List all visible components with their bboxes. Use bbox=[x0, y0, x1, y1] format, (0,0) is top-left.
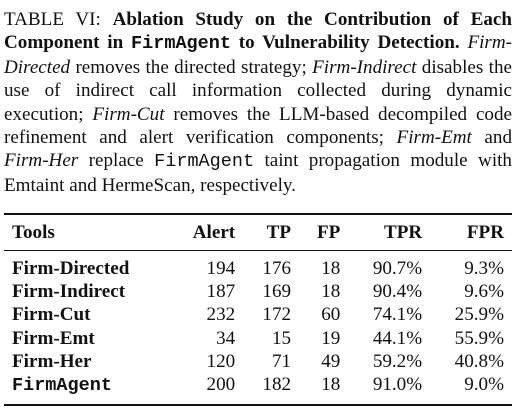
cell-fp: 60 bbox=[321, 304, 341, 326]
cell-alert: 200 bbox=[206, 374, 236, 396]
table-top-rule bbox=[4, 213, 512, 215]
cell-alert: 120 bbox=[206, 350, 236, 372]
caption-title: Ablation Study on the Contribution of Ea… bbox=[4, 9, 512, 55]
caption-text: removes the directed strategy; bbox=[75, 56, 307, 78]
cell-alert: 34 bbox=[216, 327, 236, 349]
cell-tpr: 91.0% bbox=[372, 374, 423, 396]
caption-code-firmagent: FirmAgent bbox=[154, 151, 255, 173]
header-tpr: TPR bbox=[383, 222, 423, 243]
caption-title-post: to Vulnerability Detection. bbox=[238, 32, 460, 54]
cell-tpr: 90.4% bbox=[372, 280, 423, 302]
caption-text: and bbox=[484, 127, 512, 149]
cell-alert: 194 bbox=[206, 257, 236, 279]
header-tp: TP bbox=[266, 222, 292, 243]
header-fpr: FPR bbox=[466, 222, 504, 243]
caption-term-firm-indirect: Firm-Indirect bbox=[312, 56, 417, 78]
cell-fpr: 9.0% bbox=[464, 374, 504, 396]
ablation-table: Tools Alert TP FP TPR FPR Firm-Directed … bbox=[4, 216, 512, 397]
cell-tp: 182 bbox=[262, 374, 292, 396]
caption-term-firm-emt: Firm-Emt bbox=[396, 127, 472, 149]
caption-term-firm-her: Firm-Her bbox=[4, 150, 79, 172]
cell-fpr: 9.3% bbox=[464, 257, 504, 279]
header-fp: FP bbox=[316, 222, 341, 243]
header-alert: Alert bbox=[192, 222, 236, 243]
caption-label: TABLE VI: bbox=[4, 9, 101, 30]
cell-tool: Firm-Directed bbox=[12, 257, 130, 279]
table-row: FirmAgent 200 182 18 91.0% 9.0% bbox=[4, 373, 512, 396]
table-caption: TABLE VI: Ablation Study on the Contribu… bbox=[4, 8, 512, 197]
cell-tp: 169 bbox=[262, 280, 292, 302]
table-bottom-rule bbox=[4, 404, 512, 406]
cell-tp: 172 bbox=[262, 304, 292, 326]
caption-text: replace bbox=[88, 150, 144, 172]
cell-tpr: 90.7% bbox=[372, 257, 423, 279]
cell-tool: Firm-Emt bbox=[12, 327, 95, 349]
cell-fpr: 55.9% bbox=[454, 327, 504, 349]
cell-tp: 71 bbox=[271, 350, 292, 372]
caption-title-code: FirmAgent bbox=[131, 33, 231, 55]
table-header-rule bbox=[4, 250, 512, 251]
table-row: Firm-Emt 34 15 19 44.1% 55.9% bbox=[4, 327, 512, 350]
table-header-row: Tools Alert TP FP TPR FPR bbox=[4, 216, 512, 250]
cell-tool: Firm-Her bbox=[12, 350, 92, 372]
caption-text: taint propagation module with Emtaint an… bbox=[4, 150, 512, 196]
table-row: Firm-Directed 194 176 18 90.7% 9.3% bbox=[4, 250, 512, 280]
caption-term-firm-directed: Firm-Directed bbox=[4, 32, 512, 78]
cell-tp: 176 bbox=[262, 257, 292, 279]
cell-tool: Firm-Cut bbox=[12, 304, 91, 326]
cell-fp: 18 bbox=[321, 257, 341, 279]
cell-fpr: 9.6% bbox=[464, 280, 504, 302]
cell-fp: 19 bbox=[321, 327, 341, 349]
caption-term-firm-cut: Firm-Cut bbox=[92, 103, 165, 125]
cell-tpr: 59.2% bbox=[372, 350, 423, 372]
cell-alert: 187 bbox=[206, 280, 236, 302]
table-row: Firm-Cut 232 172 60 74.1% 25.9% bbox=[4, 304, 512, 327]
cell-tool: FirmAgent bbox=[4, 373, 170, 396]
table-row: Firm-Her 120 71 49 59.2% 40.8% bbox=[4, 350, 512, 373]
caption-text: disables the use of indirect call inform… bbox=[4, 56, 512, 125]
cell-alert: 232 bbox=[206, 304, 236, 326]
caption-title-pre: Ablation Study on the Contribution of Ea… bbox=[4, 9, 512, 54]
cell-tool: Firm-Indirect bbox=[12, 280, 126, 302]
table-row: Firm-Indirect 187 169 18 90.4% 9.6% bbox=[4, 280, 512, 303]
cell-tpr: 74.1% bbox=[372, 304, 423, 326]
cell-tp: 15 bbox=[271, 327, 292, 349]
cell-fpr: 25.9% bbox=[454, 304, 504, 326]
cell-tool-code: FirmAgent bbox=[12, 375, 112, 397]
cell-fp: 18 bbox=[321, 374, 341, 396]
caption-text: removes the LLM-based decompiled code re… bbox=[4, 103, 512, 149]
cell-fp: 18 bbox=[321, 280, 341, 302]
cell-tpr: 44.1% bbox=[372, 327, 423, 349]
header-tools: Tools bbox=[12, 222, 55, 243]
cell-fpr: 40.8% bbox=[454, 350, 504, 372]
cell-fp: 49 bbox=[321, 350, 341, 372]
